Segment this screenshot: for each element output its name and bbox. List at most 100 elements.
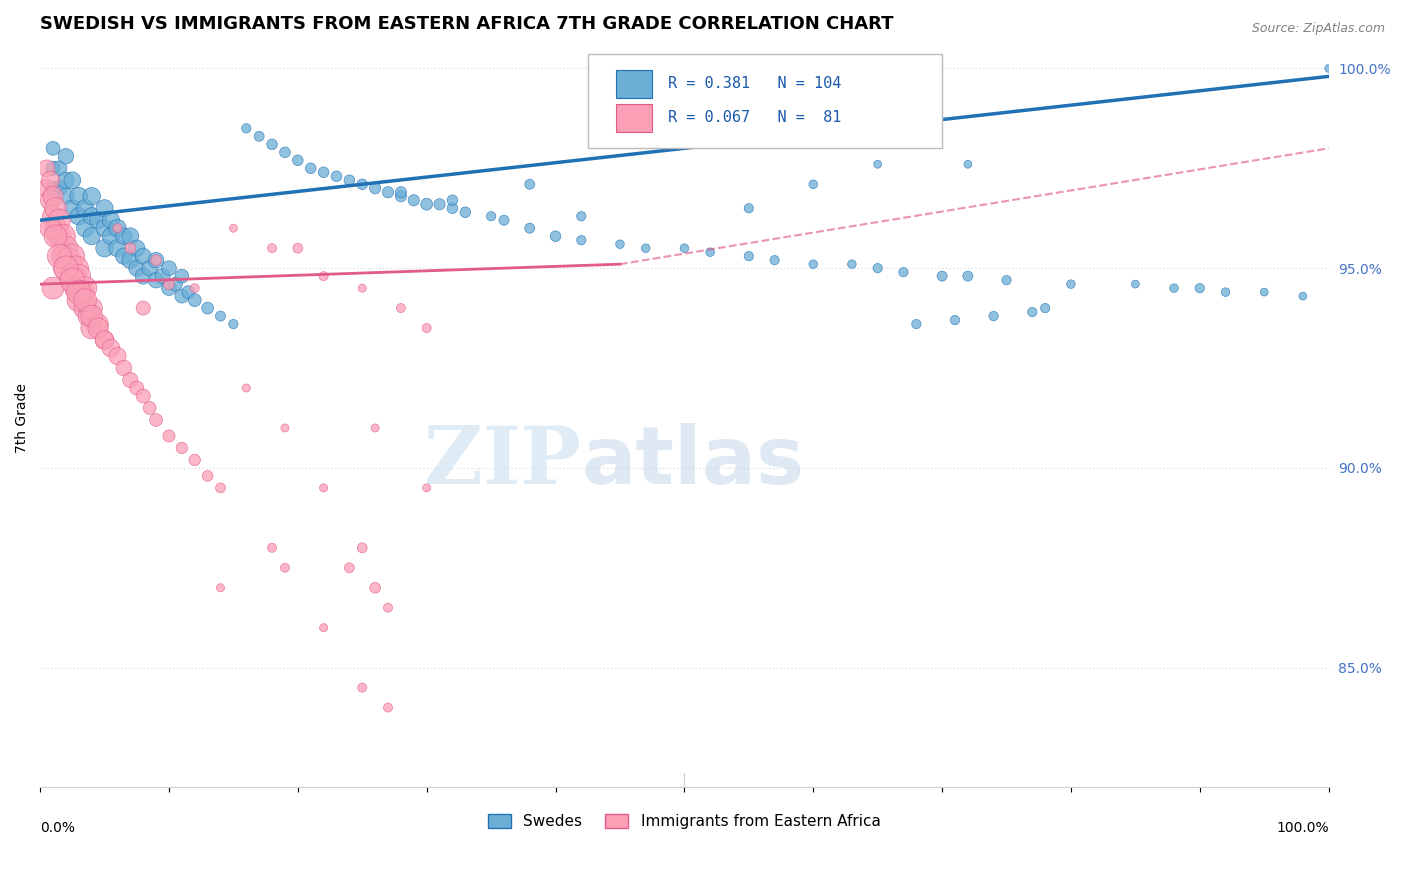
Point	[222, 221, 245, 235]
Point	[943, 313, 966, 327]
Point	[145, 253, 167, 268]
Point	[738, 201, 761, 215]
Point	[352, 681, 374, 695]
Point	[337, 561, 360, 575]
Point	[441, 201, 464, 215]
Point	[60, 273, 83, 287]
Point	[48, 161, 70, 176]
Point	[93, 201, 115, 215]
Point	[197, 469, 219, 483]
Point	[138, 401, 160, 415]
Point	[699, 245, 721, 260]
Point	[995, 273, 1018, 287]
Y-axis label: 7th Grade: 7th Grade	[15, 383, 30, 453]
Point	[39, 221, 62, 235]
Point	[80, 309, 103, 323]
Point	[177, 285, 200, 300]
Point	[125, 261, 148, 276]
Point	[299, 161, 322, 176]
Point	[763, 253, 786, 268]
Point	[209, 309, 232, 323]
Point	[75, 281, 97, 295]
Point	[170, 441, 193, 455]
Point	[377, 186, 399, 200]
Point	[184, 453, 207, 467]
Point	[389, 186, 412, 200]
Point	[67, 209, 90, 223]
Point	[60, 201, 83, 215]
Point	[415, 481, 437, 495]
Point	[325, 169, 347, 184]
Point	[569, 209, 592, 223]
Point	[112, 361, 135, 376]
Point	[312, 165, 335, 179]
Point	[801, 178, 824, 192]
Point	[337, 173, 360, 187]
FancyBboxPatch shape	[588, 54, 942, 148]
Point	[48, 213, 70, 227]
Point	[58, 253, 80, 268]
Point	[235, 381, 257, 395]
Point	[389, 189, 412, 203]
Point	[389, 301, 412, 315]
Text: 0.0%: 0.0%	[41, 821, 75, 835]
Point	[312, 269, 335, 284]
Point	[67, 285, 90, 300]
Text: R = 0.067   N =  81: R = 0.067 N = 81	[668, 111, 841, 126]
Point	[132, 301, 155, 315]
Point	[801, 257, 824, 271]
Point	[1253, 285, 1275, 300]
Point	[1163, 281, 1185, 295]
Point	[55, 189, 77, 203]
Point	[247, 129, 270, 144]
Point	[52, 229, 75, 244]
Point	[197, 301, 219, 315]
Point	[65, 281, 87, 295]
Point	[55, 173, 77, 187]
Point	[132, 389, 155, 403]
Point	[80, 229, 103, 244]
Point	[45, 201, 67, 215]
Point	[519, 178, 541, 192]
Point	[112, 229, 135, 244]
Point	[544, 229, 567, 244]
Text: R = 0.381   N = 104: R = 0.381 N = 104	[668, 77, 841, 91]
Point	[893, 265, 915, 279]
Point	[170, 269, 193, 284]
Point	[235, 121, 257, 136]
Point	[125, 381, 148, 395]
Point	[1033, 301, 1056, 315]
Point	[65, 261, 87, 276]
Point	[60, 269, 83, 284]
Point	[634, 241, 657, 255]
Point	[35, 181, 58, 195]
Point	[132, 249, 155, 263]
Point	[492, 213, 515, 227]
Point	[42, 209, 65, 223]
Point	[441, 193, 464, 207]
Point	[274, 145, 297, 160]
Point	[905, 317, 928, 331]
Point	[107, 349, 129, 363]
Point	[841, 257, 863, 271]
Point	[454, 205, 477, 219]
Text: atlas: atlas	[581, 424, 804, 501]
Point	[260, 541, 283, 555]
Point	[1188, 281, 1211, 295]
Point	[364, 421, 387, 435]
Point	[352, 541, 374, 555]
Point	[39, 173, 62, 187]
Point	[138, 261, 160, 276]
Point	[93, 241, 115, 255]
Point	[120, 241, 142, 255]
Point	[287, 241, 309, 255]
Point	[1125, 277, 1147, 292]
Point	[274, 421, 297, 435]
Point	[48, 181, 70, 195]
Point	[67, 189, 90, 203]
Point	[738, 249, 761, 263]
Text: Source: ZipAtlas.com: Source: ZipAtlas.com	[1251, 22, 1385, 36]
Point	[80, 189, 103, 203]
Point	[157, 277, 180, 292]
Point	[77, 309, 100, 323]
